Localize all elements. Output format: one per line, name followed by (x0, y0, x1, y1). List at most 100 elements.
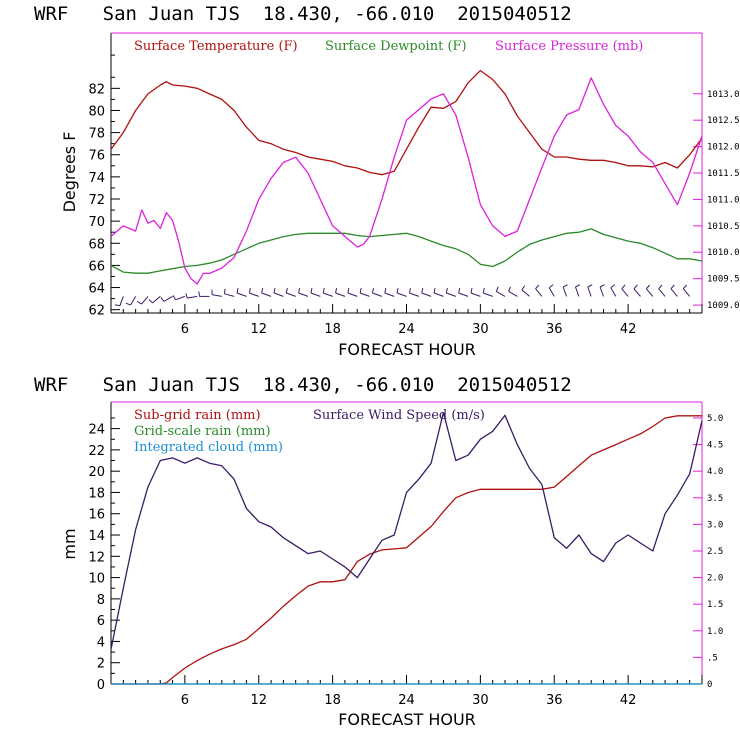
chart1-y2-tick-label: 1011.0 (707, 195, 740, 205)
chart1-wind-barb (445, 287, 456, 297)
chart1-legend-entry: Surface Temperature (F) (134, 39, 298, 54)
chart2-y-tick-label: 16 (88, 508, 105, 523)
chart2-legend-entry: Sub-grid rain (mm) (134, 408, 261, 423)
chart1-wind-barb (562, 284, 568, 297)
chart1-y2-tick-label: 1010.0 (707, 248, 740, 258)
chart1-wind-barb (359, 287, 370, 297)
chart1-wind-barb (458, 287, 469, 297)
chart1-y-tick-label: 68 (88, 237, 105, 252)
chart1-wind-barb (408, 287, 419, 297)
chart1-y-tick-label: 76 (88, 149, 105, 164)
chart1-wind-barb (670, 284, 678, 297)
chart2-y-tick-label: 4 (97, 635, 105, 650)
chart1-wind-barb (470, 287, 481, 297)
chart2-y2-tick-label: 3.0 (707, 520, 723, 530)
chart2-series-line (110, 411, 703, 650)
chart2-y-tick-label: 14 (88, 529, 105, 544)
chart2-y2-tick-label: 0 (707, 680, 712, 690)
chart1-y-tick-label: 74 (88, 171, 105, 186)
chart1-x-tick-label: 36 (546, 322, 563, 337)
chart2-x-tick-label: 36 (546, 693, 563, 708)
chart1-plot: 6 12 18 24 30 36 42 62 64 66 68 70 72 74 76 78 80 82 1009.… (88, 32, 740, 337)
chart2-legend-entry: Integrated cloud (mm) (134, 440, 283, 455)
chart1-wind-barb (347, 287, 358, 297)
chart1-y2-tick-label: 1009.0 (707, 301, 740, 311)
chart1-x-tick-label: 12 (250, 322, 267, 337)
chart1-wind-barb (223, 288, 235, 297)
chart1-series-line (110, 77, 703, 285)
chart1-y2-tick-label: 1009.5 (707, 275, 740, 285)
chart2-xlabel: FORECAST HOUR (338, 710, 476, 729)
chart1-wind-barb (633, 284, 641, 297)
chart2-y2-tick-label: 5.0 (707, 414, 723, 424)
chart1-wind-barb (587, 284, 593, 297)
chart1-wind-barb (198, 291, 210, 297)
chart2-y-tick-label: 0 (97, 678, 105, 693)
chart1-legend-entry: Surface Dewpoint (F) (325, 39, 467, 54)
chart1-x-tick-label: 30 (472, 322, 489, 337)
chart1-wind-barb (236, 287, 247, 297)
chart1-wind-barb (421, 287, 432, 297)
chart1-wind-barb (384, 287, 395, 297)
chart1-wind-barb (433, 287, 444, 297)
chart1-wind-barb (273, 287, 284, 297)
chart2-x-tick-label: 18 (324, 693, 341, 708)
chart1-y-tick-label: 64 (88, 282, 105, 297)
chart2-y2-tick-label: 1.0 (707, 627, 723, 637)
chart2-y-tick-label: 22 (88, 444, 105, 459)
chart1-wind-barb (682, 284, 691, 297)
chart2-legend-entry: Surface Wind Speed (m/s) (313, 408, 485, 423)
chart1-y2-tick-label: 1013.0 (707, 90, 740, 100)
chart2-y-tick-label: 10 (88, 572, 105, 587)
chart2-ylabel: mm (60, 528, 79, 559)
chart2-y2-tick-label: 3.5 (707, 494, 723, 504)
chart1-wind-barb (160, 295, 173, 302)
chart1-x-tick-label: 18 (324, 322, 341, 337)
chart1-wind-barb (482, 287, 493, 297)
chart1-wind-barb (495, 286, 506, 297)
chart2-y-tick-label: 18 (88, 486, 105, 501)
chart1-x-tick-label: 42 (620, 322, 637, 337)
chart2-x-tick-label: 24 (398, 693, 415, 708)
chart2-x-tick-label: 42 (620, 693, 637, 708)
chart2-y-tick-label: 12 (88, 550, 105, 565)
chart1-wind-barb (285, 287, 296, 297)
chart1-wind-barb (548, 284, 555, 297)
chart2-y-tick-label: 2 (97, 657, 105, 672)
chart1-y-tick-label: 66 (88, 259, 105, 274)
chart1-y-tick-label: 78 (88, 127, 105, 142)
chart2-y2-tick-label: 1.5 (707, 600, 723, 610)
chart1-wind-barb (298, 287, 309, 297)
chart1-wind-barb (658, 284, 666, 297)
chart1-wind-barb (610, 284, 617, 297)
chart1-series-line (110, 228, 703, 274)
chart1-xlabel: FORECAST HOUR (338, 340, 476, 359)
chart2-y2-tick-label: 4.0 (707, 467, 723, 477)
chart1-legend-entry: Surface Pressure (mb) (495, 39, 643, 54)
chart2-title: WRF San Juan TJS 18.430, -66.010 2015040… (34, 374, 572, 396)
chart1-y2-tick-label: 1010.5 (707, 222, 740, 232)
chart2-x-tick-label: 12 (250, 693, 267, 708)
chart1-wind-barb (125, 296, 137, 306)
chart2-y2-tick-label: 2.0 (707, 574, 723, 584)
chart1-wind-barb (322, 287, 333, 297)
chart1-y-tick-label: 70 (88, 215, 105, 230)
chart1-wind-barb (211, 289, 222, 297)
chart1-y2-tick-label: 1011.5 (707, 169, 740, 179)
chart2-y-tick-label: 6 (97, 614, 105, 629)
chart1-wind-barb (645, 284, 654, 297)
chart2-plot: 6 12 18 24 30 36 420246810121416182022240.51.0… (88, 401, 723, 708)
chart1-wind-barb (335, 287, 346, 297)
chart1-y-tick-label: 80 (88, 104, 105, 119)
chart2-y-tick-label: 24 (88, 423, 105, 438)
chart1-wind-barb (185, 293, 198, 299)
chart1-wind-barb (396, 287, 407, 297)
chart1-wind-barb (574, 284, 581, 297)
chart1-wind-barb (621, 284, 629, 297)
chart1-wind-barb (248, 287, 259, 297)
chart1-wind-barb (148, 296, 161, 304)
chart1-wind-barb (261, 287, 272, 297)
chart1-wind-barb (172, 295, 186, 301)
chart1-y-tick-label: 62 (88, 304, 105, 319)
chart2-y2-tick-label: 2.5 (707, 547, 723, 557)
